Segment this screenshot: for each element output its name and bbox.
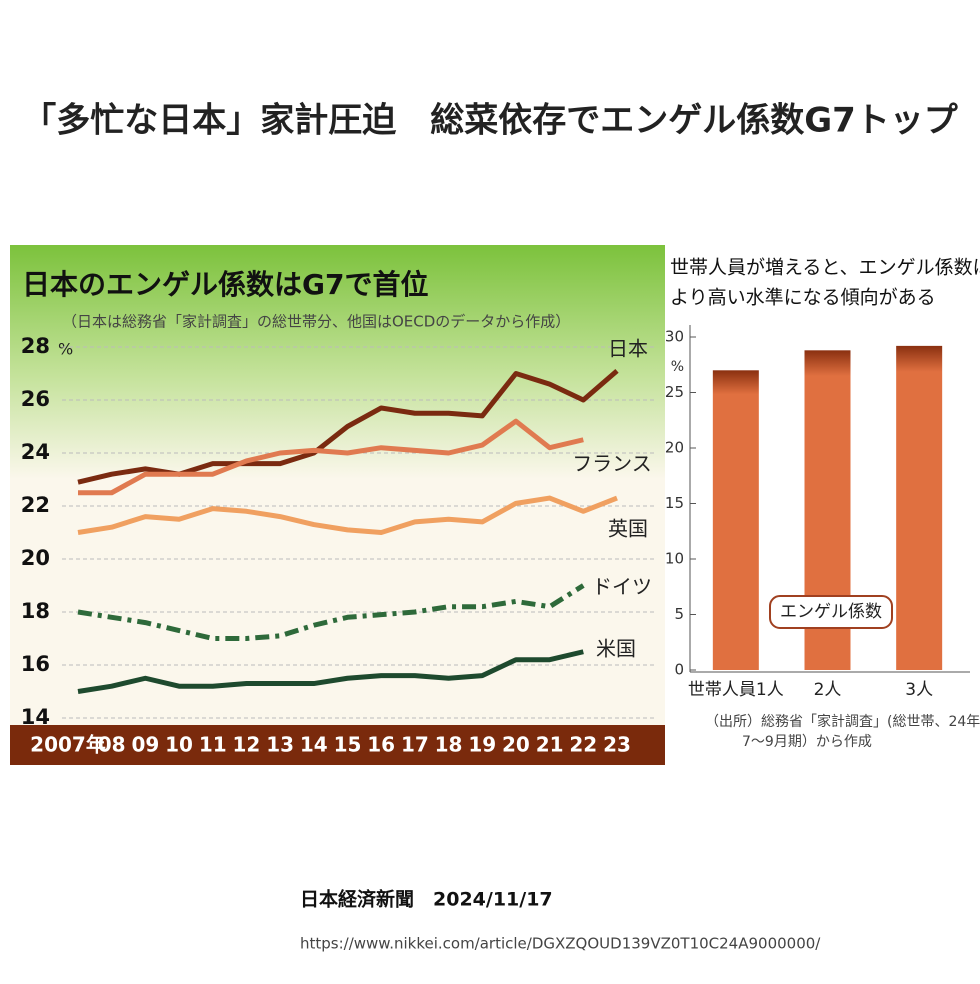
y-tick-label: 10 — [665, 550, 684, 568]
y-tick-label: 22 — [21, 493, 50, 517]
y-tick-label: 16 — [21, 652, 50, 676]
x-tick-label: 2人 — [814, 680, 842, 700]
bar — [712, 370, 759, 670]
x-tick-label: 09 — [131, 733, 159, 757]
series-line — [77, 649, 584, 694]
y-tick-label: 30 — [665, 328, 684, 346]
series-label: 英国 — [608, 517, 648, 541]
x-tick-label: 17 — [401, 733, 429, 757]
y-tick-label: 26 — [21, 387, 50, 411]
x-tick-label: 21 — [536, 733, 564, 757]
y-tick-label: 18 — [21, 599, 50, 623]
chart-title: より高い水準になる傾向がある — [670, 287, 936, 309]
credit: 日本経済新聞 2024/11/17 — [300, 888, 553, 911]
y-unit: % — [671, 359, 684, 375]
x-tick-label: 19 — [468, 733, 496, 757]
series-line — [77, 495, 618, 535]
y-tick-label: 25 — [665, 383, 684, 401]
series-line — [78, 418, 584, 496]
y-tick-label: 24 — [21, 440, 50, 464]
legend-box — [769, 595, 893, 629]
y-tick-label: 5 — [674, 605, 684, 623]
series-line — [77, 583, 585, 641]
x-tick-label: 13 — [266, 733, 294, 757]
x-tick-label: 11 — [199, 733, 227, 757]
y-tick-label: 14 — [21, 705, 50, 729]
series-label: フランス — [572, 452, 652, 476]
x-tick-label: 08 — [98, 733, 126, 757]
series-label: 米国 — [596, 637, 636, 661]
x-tick-label: 3人 — [905, 680, 933, 700]
url: https://www.nikkei.com/article/DGXZQOUD1… — [300, 935, 821, 953]
chart-title: 日本のエンゲル係数はG7で首位 — [22, 268, 428, 301]
x-tick-label: 10 — [165, 733, 193, 757]
page-title: 「多忙な日本」家計圧迫 総菜依存でエンゲル係数G7トップ — [22, 101, 958, 141]
x-tick-label: 2007年 — [30, 733, 106, 757]
y-tick-label: 20 — [665, 439, 684, 457]
x-tick-label: 16 — [367, 733, 395, 757]
chart-title: 世帯人員が増えると、エンゲル係数は — [670, 257, 980, 279]
x-tick-label: 18 — [435, 733, 463, 757]
y-unit: % — [58, 340, 73, 359]
source-note: 7～9月期）から作成 — [742, 734, 872, 750]
y-tick-label: 0 — [674, 661, 684, 679]
x-tick-label: 20 — [502, 733, 530, 757]
x-tick-label: 14 — [300, 733, 328, 757]
y-tick-label: 15 — [665, 494, 684, 512]
x-tick-label: 22 — [569, 733, 597, 757]
x-tick-label: 世帯人員1人 — [688, 680, 784, 700]
y-tick-label: 20 — [21, 546, 50, 570]
series-label: ドイツ — [592, 575, 652, 599]
x-tick-label: 12 — [233, 733, 261, 757]
bar — [896, 345, 943, 670]
x-axis-band — [10, 725, 665, 765]
chart-subtitle: （日本は総務省「家計調査」の総世帯分、他国はOECDのデータから作成） — [62, 313, 570, 331]
source-note: （出所）総務省「家計調査」(総世帯、24年 — [705, 713, 980, 730]
x-tick-label: 15 — [334, 733, 362, 757]
y-tick-label: 28 — [21, 334, 50, 358]
legend-label: エンゲル係数 — [780, 602, 882, 622]
series-label: 日本 — [608, 337, 648, 361]
x-tick-label: 23 — [603, 733, 631, 757]
